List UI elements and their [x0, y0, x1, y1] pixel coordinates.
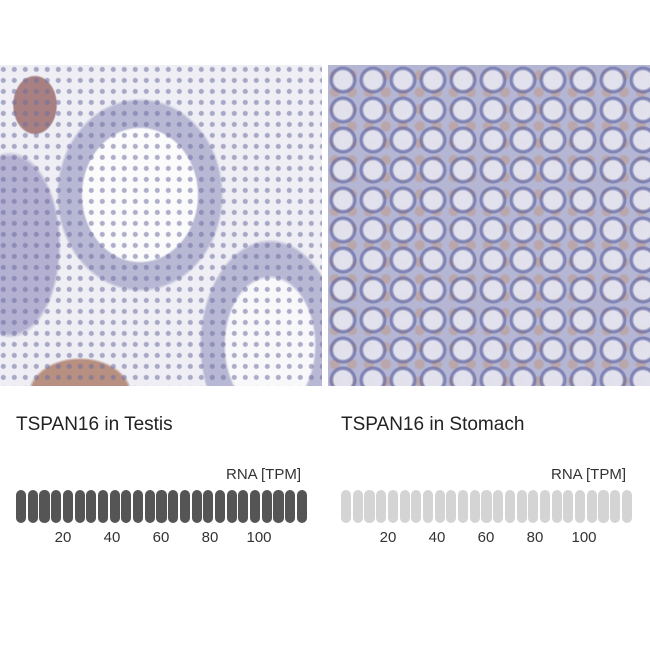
rna-bar-segment [168, 490, 179, 523]
rna-bar-segment [481, 490, 492, 523]
rna-bar-segment [341, 490, 352, 523]
rna-bar-segment [109, 490, 120, 523]
rna-bar-segment [387, 490, 398, 523]
rna-bar-segment [86, 490, 97, 523]
rna-bar-segment [144, 490, 155, 523]
rna-bar-segment [458, 490, 469, 523]
rna-bar-segment [133, 490, 144, 523]
rna-bar-segment [226, 490, 237, 523]
rna-bar-segment [51, 490, 62, 523]
rna-bar-segment [191, 490, 202, 523]
tick-label: 60 [477, 529, 495, 546]
rna-bar-segment [62, 490, 73, 523]
tick-label: 100 [571, 529, 597, 546]
rna-bar-segment [411, 490, 422, 523]
rna-bar-segment [539, 490, 551, 523]
rna-bar-segment [376, 490, 387, 523]
tick-label: 60 [152, 529, 170, 546]
tick-label: 20 [54, 529, 72, 546]
rna-bar-segment [434, 490, 445, 523]
rna-bar-segment [261, 490, 272, 523]
rna-bar-segment [493, 490, 504, 523]
rna-bar-segment [504, 490, 515, 523]
tick-label: 80 [201, 529, 219, 546]
rna-bar-segment [575, 490, 586, 523]
rna-bar-segment [285, 490, 296, 523]
rna-bar-segment [238, 490, 249, 523]
stomach-rna-bar [341, 490, 634, 523]
tick-label: 80 [526, 529, 544, 546]
rna-bar-segment [399, 490, 410, 523]
rna-bar-segment [352, 490, 363, 523]
rna-bar-segment [273, 490, 284, 523]
rna-bar-segment [598, 490, 609, 523]
rna-bar-segment [74, 490, 85, 523]
rna-bar-segment [250, 490, 261, 523]
rna-bar-segment [296, 490, 307, 523]
rna-bar-segment [610, 490, 621, 523]
rna-bar-segment [551, 490, 562, 523]
tick-label: 20 [379, 529, 397, 546]
stomach-tissue-image [328, 65, 650, 386]
rna-bar-segment [528, 490, 539, 523]
rna-bar-segment [446, 490, 457, 523]
stomach-unit-label: RNA [TPM] [551, 466, 627, 483]
tick-label: 100 [246, 529, 272, 546]
rna-bar-segment [203, 490, 214, 523]
rna-bar-segment [364, 490, 375, 523]
rna-bar-segment [586, 490, 597, 523]
rna-bar-segment [422, 490, 434, 523]
rna-bar-segment [156, 490, 167, 523]
testis-title: TSPAN16 in Testis [16, 414, 173, 435]
rna-bar-segment [97, 490, 109, 523]
tick-label: 40 [103, 529, 121, 546]
rna-bar-segment [179, 490, 190, 523]
rna-bar-segment [27, 490, 38, 523]
rna-bar-segment [121, 490, 132, 523]
rna-bar-segment [39, 490, 50, 523]
rna-bar-segment [469, 490, 480, 523]
tick-label: 40 [428, 529, 446, 546]
testis-unit-label: RNA [TPM] [226, 466, 302, 483]
stomach-title: TSPAN16 in Stomach [341, 414, 525, 435]
rna-bar-segment [621, 490, 632, 523]
testis-rna-bar [16, 490, 309, 523]
rna-bar-segment [16, 490, 27, 523]
testis-tissue-image [0, 65, 322, 386]
rna-bar-segment [516, 490, 527, 523]
rna-bar-segment [563, 490, 574, 523]
rna-bar-segment [214, 490, 226, 523]
